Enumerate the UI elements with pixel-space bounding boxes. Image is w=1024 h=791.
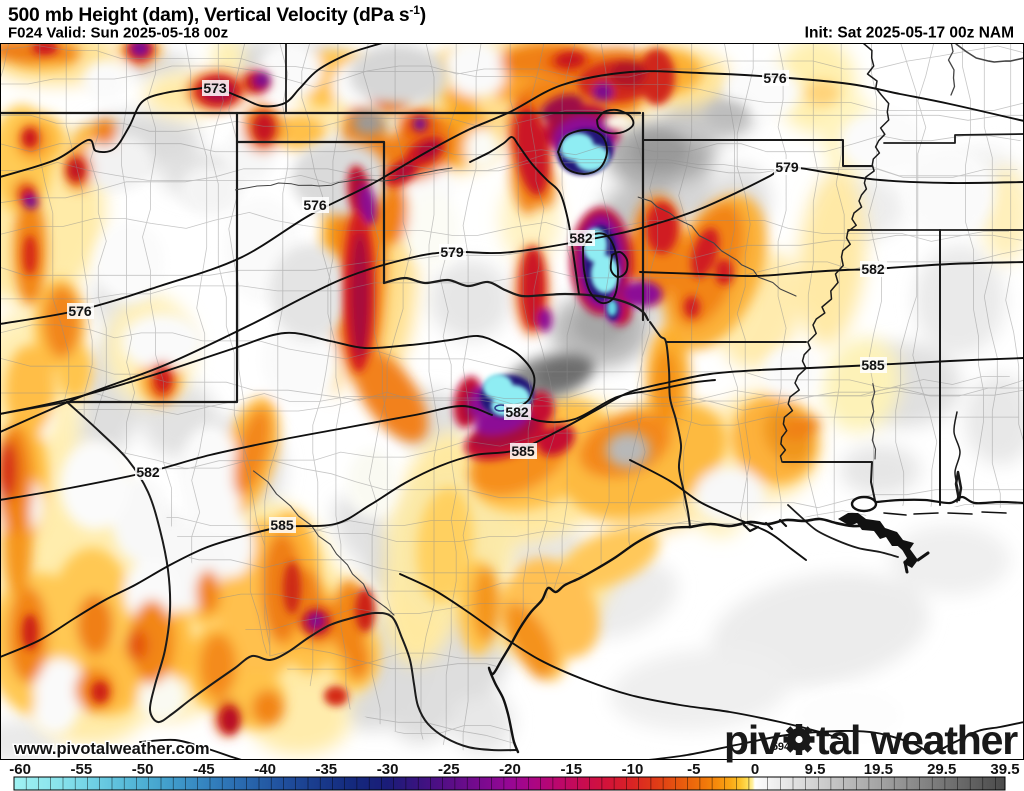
svg-text:9.5: 9.5 <box>805 761 826 778</box>
svg-text:Init: Sat 2025-05-17 00z NAM: Init: Sat 2025-05-17 00z NAM <box>805 25 1014 42</box>
svg-text:582: 582 <box>861 261 885 277</box>
svg-text:573: 573 <box>203 80 227 96</box>
svg-text:www.pivotalweather.com: www.pivotalweather.com <box>13 740 210 758</box>
svg-text:-40: -40 <box>254 761 276 778</box>
svg-text:-45: -45 <box>193 761 215 778</box>
svg-text:-60: -60 <box>9 761 31 778</box>
svg-text:-35: -35 <box>315 761 337 778</box>
svg-text:594: 594 <box>772 741 791 753</box>
svg-text:F024 Valid: Sun 2025-05-18 00z: F024 Valid: Sun 2025-05-18 00z <box>8 25 228 42</box>
svg-text:tal weather: tal weather <box>816 717 1018 763</box>
svg-text:19.5: 19.5 <box>864 761 893 778</box>
svg-text:29.5: 29.5 <box>927 761 956 778</box>
svg-text:39.5: 39.5 <box>990 761 1019 778</box>
svg-text:-5: -5 <box>687 761 700 778</box>
svg-text:-25: -25 <box>438 761 460 778</box>
svg-text:582: 582 <box>136 464 160 480</box>
svg-text:579: 579 <box>440 244 464 260</box>
svg-text:-30: -30 <box>377 761 399 778</box>
svg-text:582: 582 <box>569 230 593 246</box>
svg-text:-55: -55 <box>71 761 93 778</box>
svg-text:0: 0 <box>751 761 759 778</box>
svg-text:-15: -15 <box>560 761 582 778</box>
svg-text:585: 585 <box>511 443 535 459</box>
svg-text:579: 579 <box>775 159 799 175</box>
svg-text:576: 576 <box>763 70 787 86</box>
svg-text:576: 576 <box>68 303 92 319</box>
svg-text:576: 576 <box>303 197 327 213</box>
svg-text:piv: piv <box>724 717 781 763</box>
svg-text:-20: -20 <box>499 761 521 778</box>
svg-text:-50: -50 <box>132 761 154 778</box>
svg-text:585: 585 <box>270 517 294 533</box>
svg-text:582: 582 <box>505 404 529 420</box>
svg-text:500 mb Height (dam), Vertical: 500 mb Height (dam), Vertical Velocity (… <box>8 3 426 26</box>
svg-text:-10: -10 <box>622 761 644 778</box>
svg-text:585: 585 <box>861 357 885 373</box>
